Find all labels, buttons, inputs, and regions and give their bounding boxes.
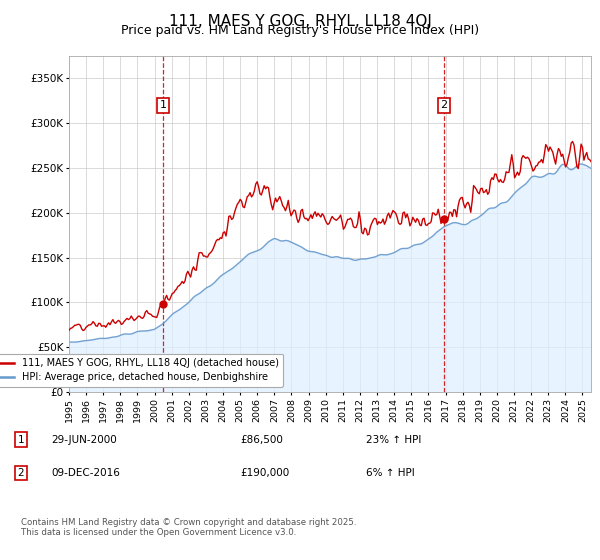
Text: 1: 1 <box>160 100 166 110</box>
Text: 1: 1 <box>17 435 25 445</box>
Text: 29-JUN-2000: 29-JUN-2000 <box>51 435 117 445</box>
Text: 23% ↑ HPI: 23% ↑ HPI <box>366 435 421 445</box>
Text: Price paid vs. HM Land Registry's House Price Index (HPI): Price paid vs. HM Land Registry's House … <box>121 24 479 37</box>
Text: 2: 2 <box>440 100 448 110</box>
Text: £190,000: £190,000 <box>240 468 289 478</box>
Text: 111, MAES Y GOG, RHYL, LL18 4QJ: 111, MAES Y GOG, RHYL, LL18 4QJ <box>169 14 431 29</box>
Legend: 111, MAES Y GOG, RHYL, LL18 4QJ (detached house), HPI: Average price, detached h: 111, MAES Y GOG, RHYL, LL18 4QJ (detache… <box>0 353 283 387</box>
Text: 09-DEC-2016: 09-DEC-2016 <box>51 468 120 478</box>
Text: Contains HM Land Registry data © Crown copyright and database right 2025.
This d: Contains HM Land Registry data © Crown c… <box>21 518 356 538</box>
Text: 2: 2 <box>17 468 25 478</box>
Text: £86,500: £86,500 <box>240 435 283 445</box>
Text: 6% ↑ HPI: 6% ↑ HPI <box>366 468 415 478</box>
